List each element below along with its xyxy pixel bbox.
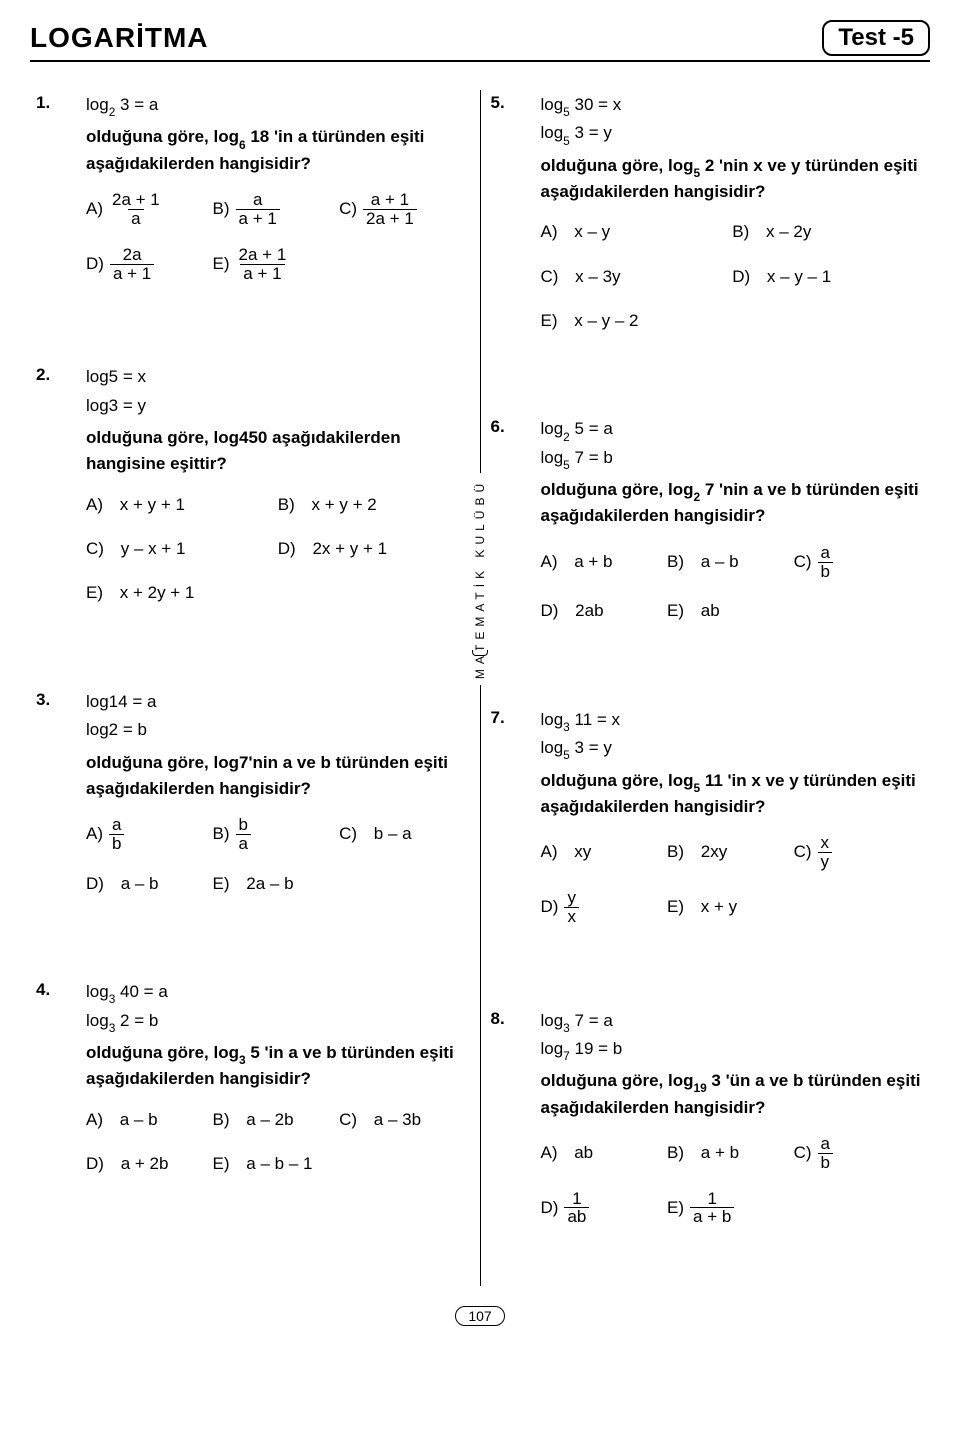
- question-prompt: olduğuna göre, log3 5 'in a ve b türünde…: [86, 1040, 470, 1093]
- question-1: 1. log2 3 = a olduğuna göre, log6 18 'in…: [36, 90, 470, 282]
- choice-b: B) 2xy: [667, 834, 794, 871]
- question-number: 7.: [490, 705, 516, 731]
- choice-c: C) a + 12a + 1: [339, 191, 466, 228]
- question-8: 8. log3 7 = a log7 19 = b olduğuna göre,…: [490, 1006, 924, 1227]
- page-title: LOGARİTMA: [30, 22, 209, 54]
- question-2: 2. log5 = x log3 = y olduğuna göre, log4…: [36, 362, 470, 606]
- choice-b: B) a – 2b: [213, 1107, 340, 1133]
- choice-b: B) ba: [213, 816, 340, 853]
- given-expression: log3 = y: [86, 393, 470, 419]
- choices: A) xy B) 2xy C) xy D) yx E) x + y: [540, 834, 924, 925]
- choice-d: D) a + 2b: [86, 1151, 213, 1177]
- question-prompt: olduğuna göre, log5 2 'nin x ve y türünd…: [540, 153, 924, 206]
- choices: A) x – y B) x – 2y C) x – 3y D) x – y – …: [540, 219, 924, 334]
- given-expression: log5 30 = x: [540, 92, 924, 118]
- choice-e: E) a – b – 1: [213, 1151, 340, 1177]
- choices: A) a – b B) a – 2b C) a – 3b D) a + 2b E…: [86, 1107, 470, 1178]
- question-prompt: olduğuna göre, log5 11 'in x ve y türünd…: [540, 768, 924, 821]
- question-4: 4. log3 40 = a log3 2 = b olduğuna göre,…: [36, 977, 470, 1177]
- choice-a: A) ab: [86, 816, 213, 853]
- question-prompt: olduğuna göre, log19 3 'ün a ve b türünd…: [540, 1068, 924, 1121]
- given-expression: log2 5 = a: [540, 416, 924, 442]
- choices: A) 2a + 1a B) aa + 1 C) a + 12a + 1 D) 2…: [86, 191, 470, 282]
- choice-b: B) a + b: [667, 1135, 794, 1172]
- choice-a: A) 2a + 1a: [86, 191, 213, 228]
- choice-c: C) a – 3b: [339, 1107, 466, 1133]
- question-number: 2.: [36, 362, 62, 388]
- choice-d: D) 2ab: [540, 598, 667, 624]
- choice-d: D) 2aa + 1: [86, 246, 213, 283]
- question-number: 5.: [490, 90, 516, 116]
- choice-e: E) 1a + b: [667, 1190, 794, 1227]
- given-expression: log5 3 = y: [540, 735, 924, 761]
- choice-d: D) x – y – 1: [732, 264, 924, 290]
- question-3: 3. log14 = a log2 = b olduğuna göre, log…: [36, 687, 470, 897]
- content-columns: 1. log2 3 = a olduğuna göre, log6 18 'in…: [30, 90, 930, 1286]
- page: LOGARİTMA Test -5 1. log2 3 = a olduğuna…: [0, 0, 960, 1356]
- choice-a: A) x – y: [540, 219, 732, 245]
- left-column: 1. log2 3 = a olduğuna göre, log6 18 'in…: [30, 90, 476, 1286]
- choice-b: B) x + y + 2: [278, 492, 470, 518]
- choice-a: A) x + y + 1: [86, 492, 278, 518]
- choice-a: A) a – b: [86, 1107, 213, 1133]
- question-number: 6.: [490, 414, 516, 440]
- choice-e: E) ab: [667, 598, 794, 624]
- choice-a: A) a + b: [540, 544, 667, 581]
- question-7: 7. log3 11 = x log5 3 = y olduğuna göre,…: [490, 705, 924, 926]
- question-6: 6. log2 5 = a log5 7 = b olduğuna göre, …: [490, 414, 924, 624]
- test-badge: Test -5: [822, 20, 930, 56]
- choice-e: E) 2a + 1a + 1: [213, 246, 340, 283]
- question-prompt: olduğuna göre, log6 18 'in a türünden eş…: [86, 124, 470, 177]
- question-number: 4.: [36, 977, 62, 1003]
- right-column: 5. log5 30 = x log5 3 = y olduğuna göre,…: [484, 90, 930, 1286]
- choice-c: C) xy: [794, 834, 921, 871]
- choice-b: B) a – b: [667, 544, 794, 581]
- choice-c: C) x – 3y: [540, 264, 732, 290]
- given-expression: log2 = b: [86, 717, 470, 743]
- given-expression: log7 19 = b: [540, 1036, 924, 1062]
- choice-e: E) x – y – 2: [540, 308, 732, 334]
- choices: A) x + y + 1 B) x + y + 2 C) y – x + 1 D…: [86, 492, 470, 607]
- choice-d: D) yx: [540, 889, 667, 926]
- choice-e: E) x + y: [667, 889, 794, 926]
- column-divider: [480, 90, 481, 1286]
- given-expression: log14 = a: [86, 689, 470, 715]
- choice-b: B) aa + 1: [213, 191, 340, 228]
- given-expression: log5 3 = y: [540, 120, 924, 146]
- given-expression: log5 7 = b: [540, 445, 924, 471]
- given-expression: log3 2 = b: [86, 1008, 470, 1034]
- choice-b: B) x – 2y: [732, 219, 924, 245]
- choice-a: A) ab: [540, 1135, 667, 1172]
- choice-c: C) y – x + 1: [86, 536, 278, 562]
- choice-d: D) 1ab: [540, 1190, 667, 1227]
- choices: A) ab B) ba C) b – a D) a – b E) 2a – b: [86, 816, 470, 897]
- choice-a: A) xy: [540, 834, 667, 871]
- question-5: 5. log5 30 = x log5 3 = y olduğuna göre,…: [490, 90, 924, 334]
- vertical-bracket-icon: [472, 650, 488, 656]
- choice-d: D) a – b: [86, 871, 213, 897]
- choices: A) ab B) a + b C) ab D) 1ab E) 1a + b: [540, 1135, 924, 1226]
- question-prompt: olduğuna göre, log2 7 'nin a ve b türünd…: [540, 477, 924, 530]
- given-expression: log3 7 = a: [540, 1008, 924, 1034]
- question-number: 3.: [36, 687, 62, 713]
- choices: A) a + b B) a – b C) ab D) 2ab E) ab: [540, 544, 924, 625]
- given-expression: log2 3 = a: [86, 92, 470, 118]
- question-number: 8.: [490, 1006, 516, 1032]
- choice-c: C) b – a: [339, 816, 466, 853]
- given-expression: log5 = x: [86, 364, 470, 390]
- page-header: LOGARİTMA Test -5: [30, 20, 930, 62]
- choice-e: E) x + 2y + 1: [86, 580, 278, 606]
- choice-c: C) ab: [794, 544, 921, 581]
- given-expression: log3 40 = a: [86, 979, 470, 1005]
- page-number: 107: [455, 1306, 505, 1326]
- question-prompt: olduğuna göre, log7'nin a ve b türünden …: [86, 750, 470, 803]
- given-expression: log3 11 = x: [540, 707, 924, 733]
- question-number: 1.: [36, 90, 62, 116]
- choice-d: D) 2x + y + 1: [278, 536, 470, 562]
- choice-c: C) ab: [794, 1135, 921, 1172]
- question-prompt: olduğuna göre, log450 aşağıdakilerden ha…: [86, 425, 470, 478]
- choice-e: E) 2a – b: [213, 871, 340, 897]
